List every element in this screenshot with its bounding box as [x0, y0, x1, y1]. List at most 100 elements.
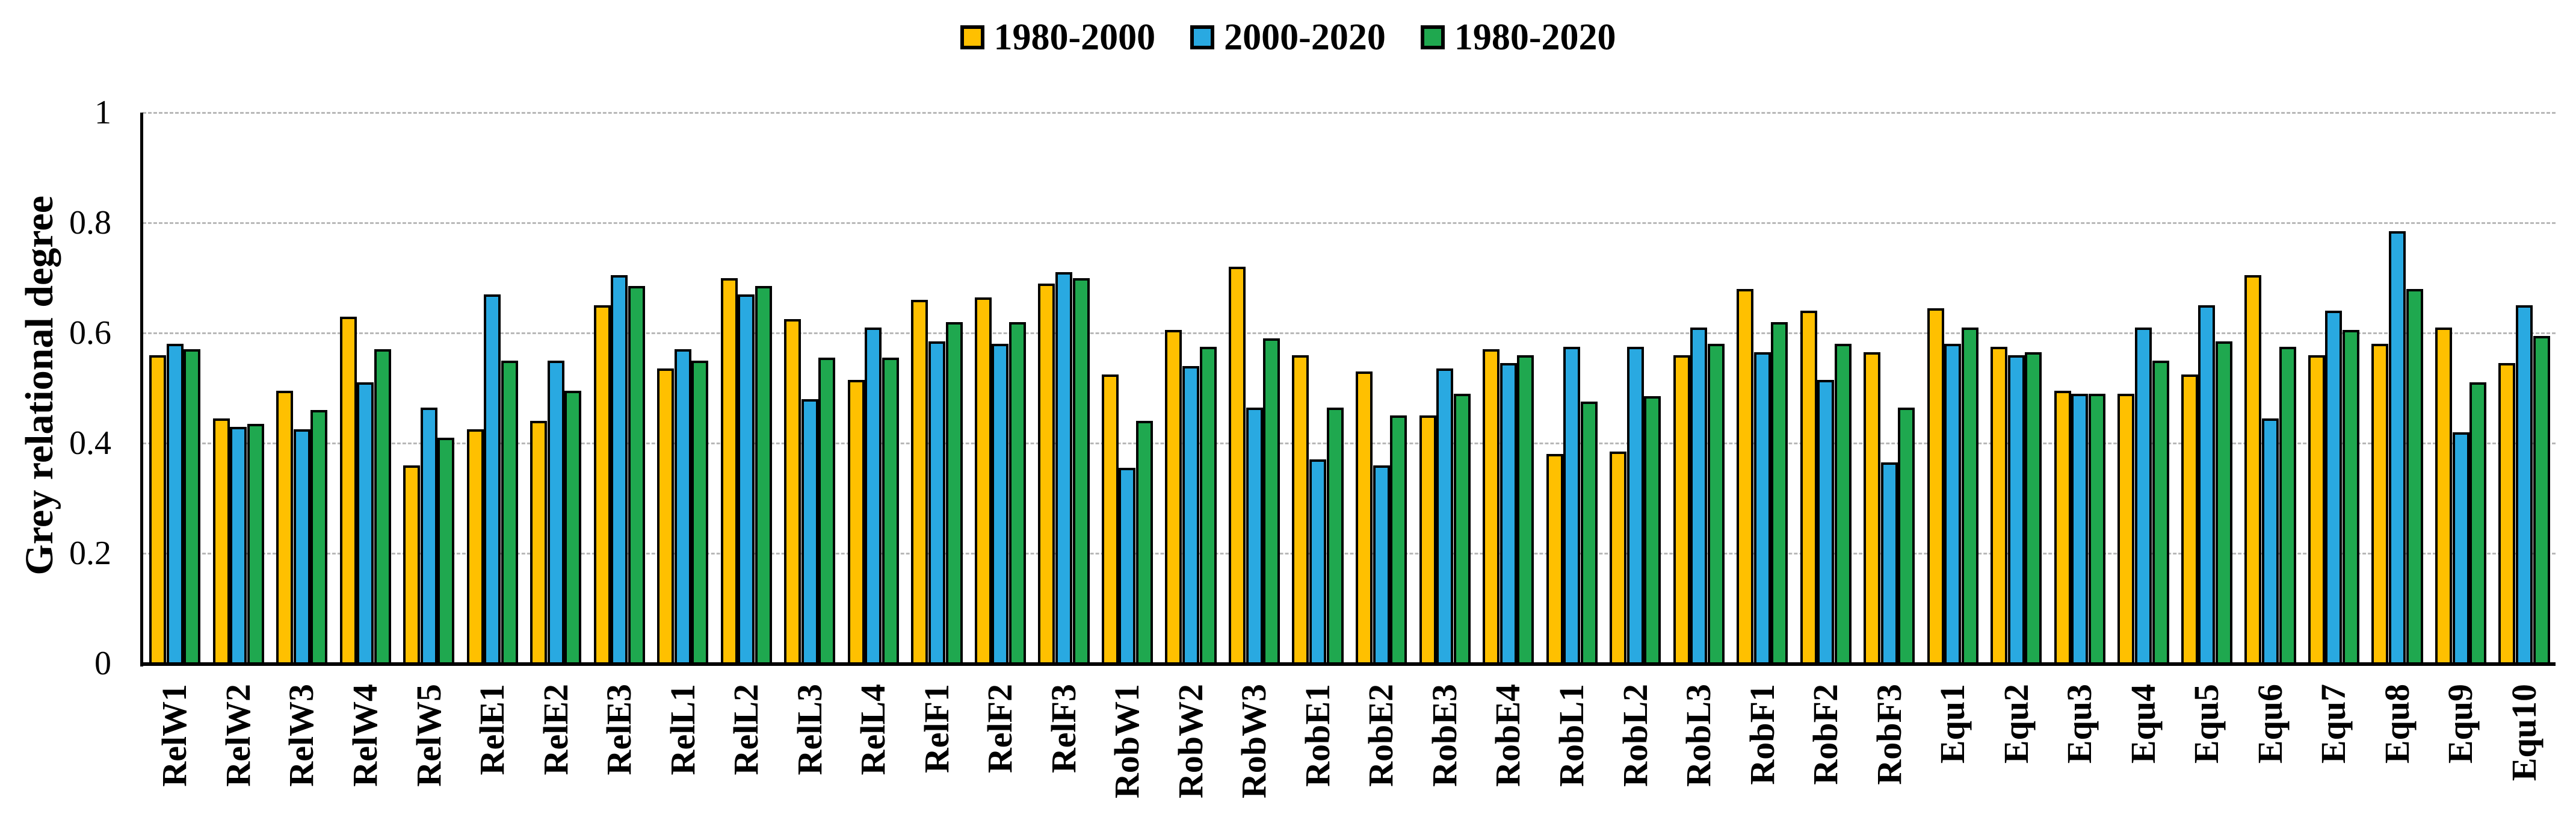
x-tick-label: RelL4	[853, 684, 893, 775]
bar	[1644, 396, 1661, 665]
legend-item: 2000-2020	[1190, 19, 1386, 56]
bar	[276, 391, 294, 665]
x-tick-label-wrap: RobW3	[1232, 684, 1277, 814]
bar	[2216, 341, 2233, 665]
x-tick-label-wrap: Equ10	[2502, 684, 2547, 814]
x-tick-label: RelF1	[916, 684, 956, 774]
x-tick-label: RobE1	[1297, 684, 1337, 787]
bar	[1390, 415, 1407, 665]
legend-label: 1980-2020	[1454, 17, 1616, 58]
x-tick-label: RelE1	[472, 684, 512, 775]
bar	[501, 360, 518, 665]
x-tick-label-wrap: Equ2	[1994, 684, 2039, 814]
x-tick-label-wrap: RobF1	[1740, 684, 1785, 814]
x-tick-label: Equ10	[2504, 684, 2544, 781]
bar	[1864, 352, 1881, 665]
x-tick-label-wrap: RobF2	[1804, 684, 1849, 814]
bar	[784, 319, 802, 665]
x-tick-label: RelW5	[409, 684, 448, 787]
x-tick-label: RelL1	[663, 684, 702, 775]
bar	[1101, 374, 1119, 665]
gridline	[143, 112, 2556, 114]
bar	[403, 465, 421, 665]
bar	[818, 358, 836, 665]
bar	[611, 275, 628, 665]
bar	[1483, 349, 1500, 665]
bar	[1292, 355, 1309, 665]
x-tick-label: Equ7	[2314, 684, 2353, 764]
bar	[847, 379, 865, 665]
bar	[1136, 421, 1154, 665]
bar	[1500, 363, 1517, 665]
bar	[310, 410, 328, 665]
y-axis-title: Grey relational degree	[17, 195, 61, 576]
bar	[1309, 459, 1327, 665]
bar	[212, 418, 230, 665]
x-tick-label: RobE2	[1361, 684, 1401, 787]
bar	[2054, 391, 2071, 665]
x-tick-label: RelE2	[536, 684, 575, 775]
bar	[293, 429, 310, 665]
gridline	[143, 222, 2556, 224]
bar	[530, 421, 548, 665]
x-tick-label: Equ5	[2187, 684, 2226, 764]
bar	[1182, 365, 1200, 665]
bar	[801, 399, 818, 665]
bar	[974, 297, 992, 665]
bar	[1880, 462, 1898, 665]
x-tick-label: RobW1	[1107, 684, 1147, 799]
x-tick-label-wrap: Equ4	[2121, 684, 2166, 814]
bar	[1119, 468, 1136, 665]
x-tick-label-wrap: RobL2	[1613, 684, 1658, 814]
bar	[1690, 327, 1708, 665]
legend-item: 1980-2000	[960, 19, 1155, 56]
x-tick-label-wrap: RobW1	[1105, 684, 1150, 814]
x-tick-label-wrap: RelE2	[534, 684, 578, 814]
bar	[720, 278, 738, 665]
bar	[1991, 346, 2008, 665]
x-tick-label-wrap: RelW2	[216, 684, 261, 814]
bar	[691, 360, 709, 665]
bar	[2533, 335, 2550, 665]
y-tick-label: 0	[94, 645, 111, 682]
bar	[1563, 346, 1581, 665]
x-tick-label-wrap: Equ7	[2312, 684, 2356, 814]
x-tick-label: RobL1	[1552, 684, 1592, 787]
bar	[882, 358, 899, 665]
bar	[2088, 393, 2105, 665]
bar	[357, 382, 374, 665]
bar	[484, 294, 501, 665]
x-tick-label-wrap: Equ9	[2439, 684, 2483, 814]
x-tick-label-wrap: RelW3	[280, 684, 324, 814]
bar	[1898, 407, 1915, 665]
bar	[184, 349, 201, 665]
bar	[230, 426, 247, 665]
bar	[1038, 283, 1055, 665]
x-tick-label-wrap: RobW2	[1169, 684, 1213, 814]
legend-label: 2000-2020	[1224, 17, 1386, 58]
bar	[2117, 393, 2135, 665]
x-tick-label-wrap: RobE2	[1359, 684, 1404, 814]
bar	[911, 300, 928, 665]
x-tick-label: RelL3	[789, 684, 829, 775]
legend-item: 1980-2020	[1420, 17, 1616, 58]
x-tick-label: RobL3	[1679, 684, 1719, 787]
x-tick-label: RobF3	[1869, 684, 1909, 785]
bar	[657, 368, 675, 665]
x-tick-label: RelL2	[726, 684, 766, 775]
x-tick-label: RelF3	[1043, 684, 1083, 774]
x-tick-label: RobE4	[1488, 684, 1528, 787]
x-tick-label-wrap: RobL3	[1677, 684, 1722, 814]
bar	[2371, 344, 2389, 665]
bar	[1009, 322, 1027, 665]
bar	[1228, 267, 1246, 665]
x-tick-label: Equ3	[2060, 684, 2099, 764]
x-tick-label-wrap: Equ3	[2058, 684, 2102, 814]
x-tick-label: RelW3	[282, 684, 321, 787]
bar	[2406, 288, 2423, 665]
bar	[945, 322, 963, 665]
x-tick-label-wrap: RelL4	[851, 684, 896, 814]
x-tick-label: RobW2	[1170, 684, 1210, 799]
x-tick-label-wrap: RelW4	[343, 684, 388, 814]
bar	[755, 286, 772, 665]
